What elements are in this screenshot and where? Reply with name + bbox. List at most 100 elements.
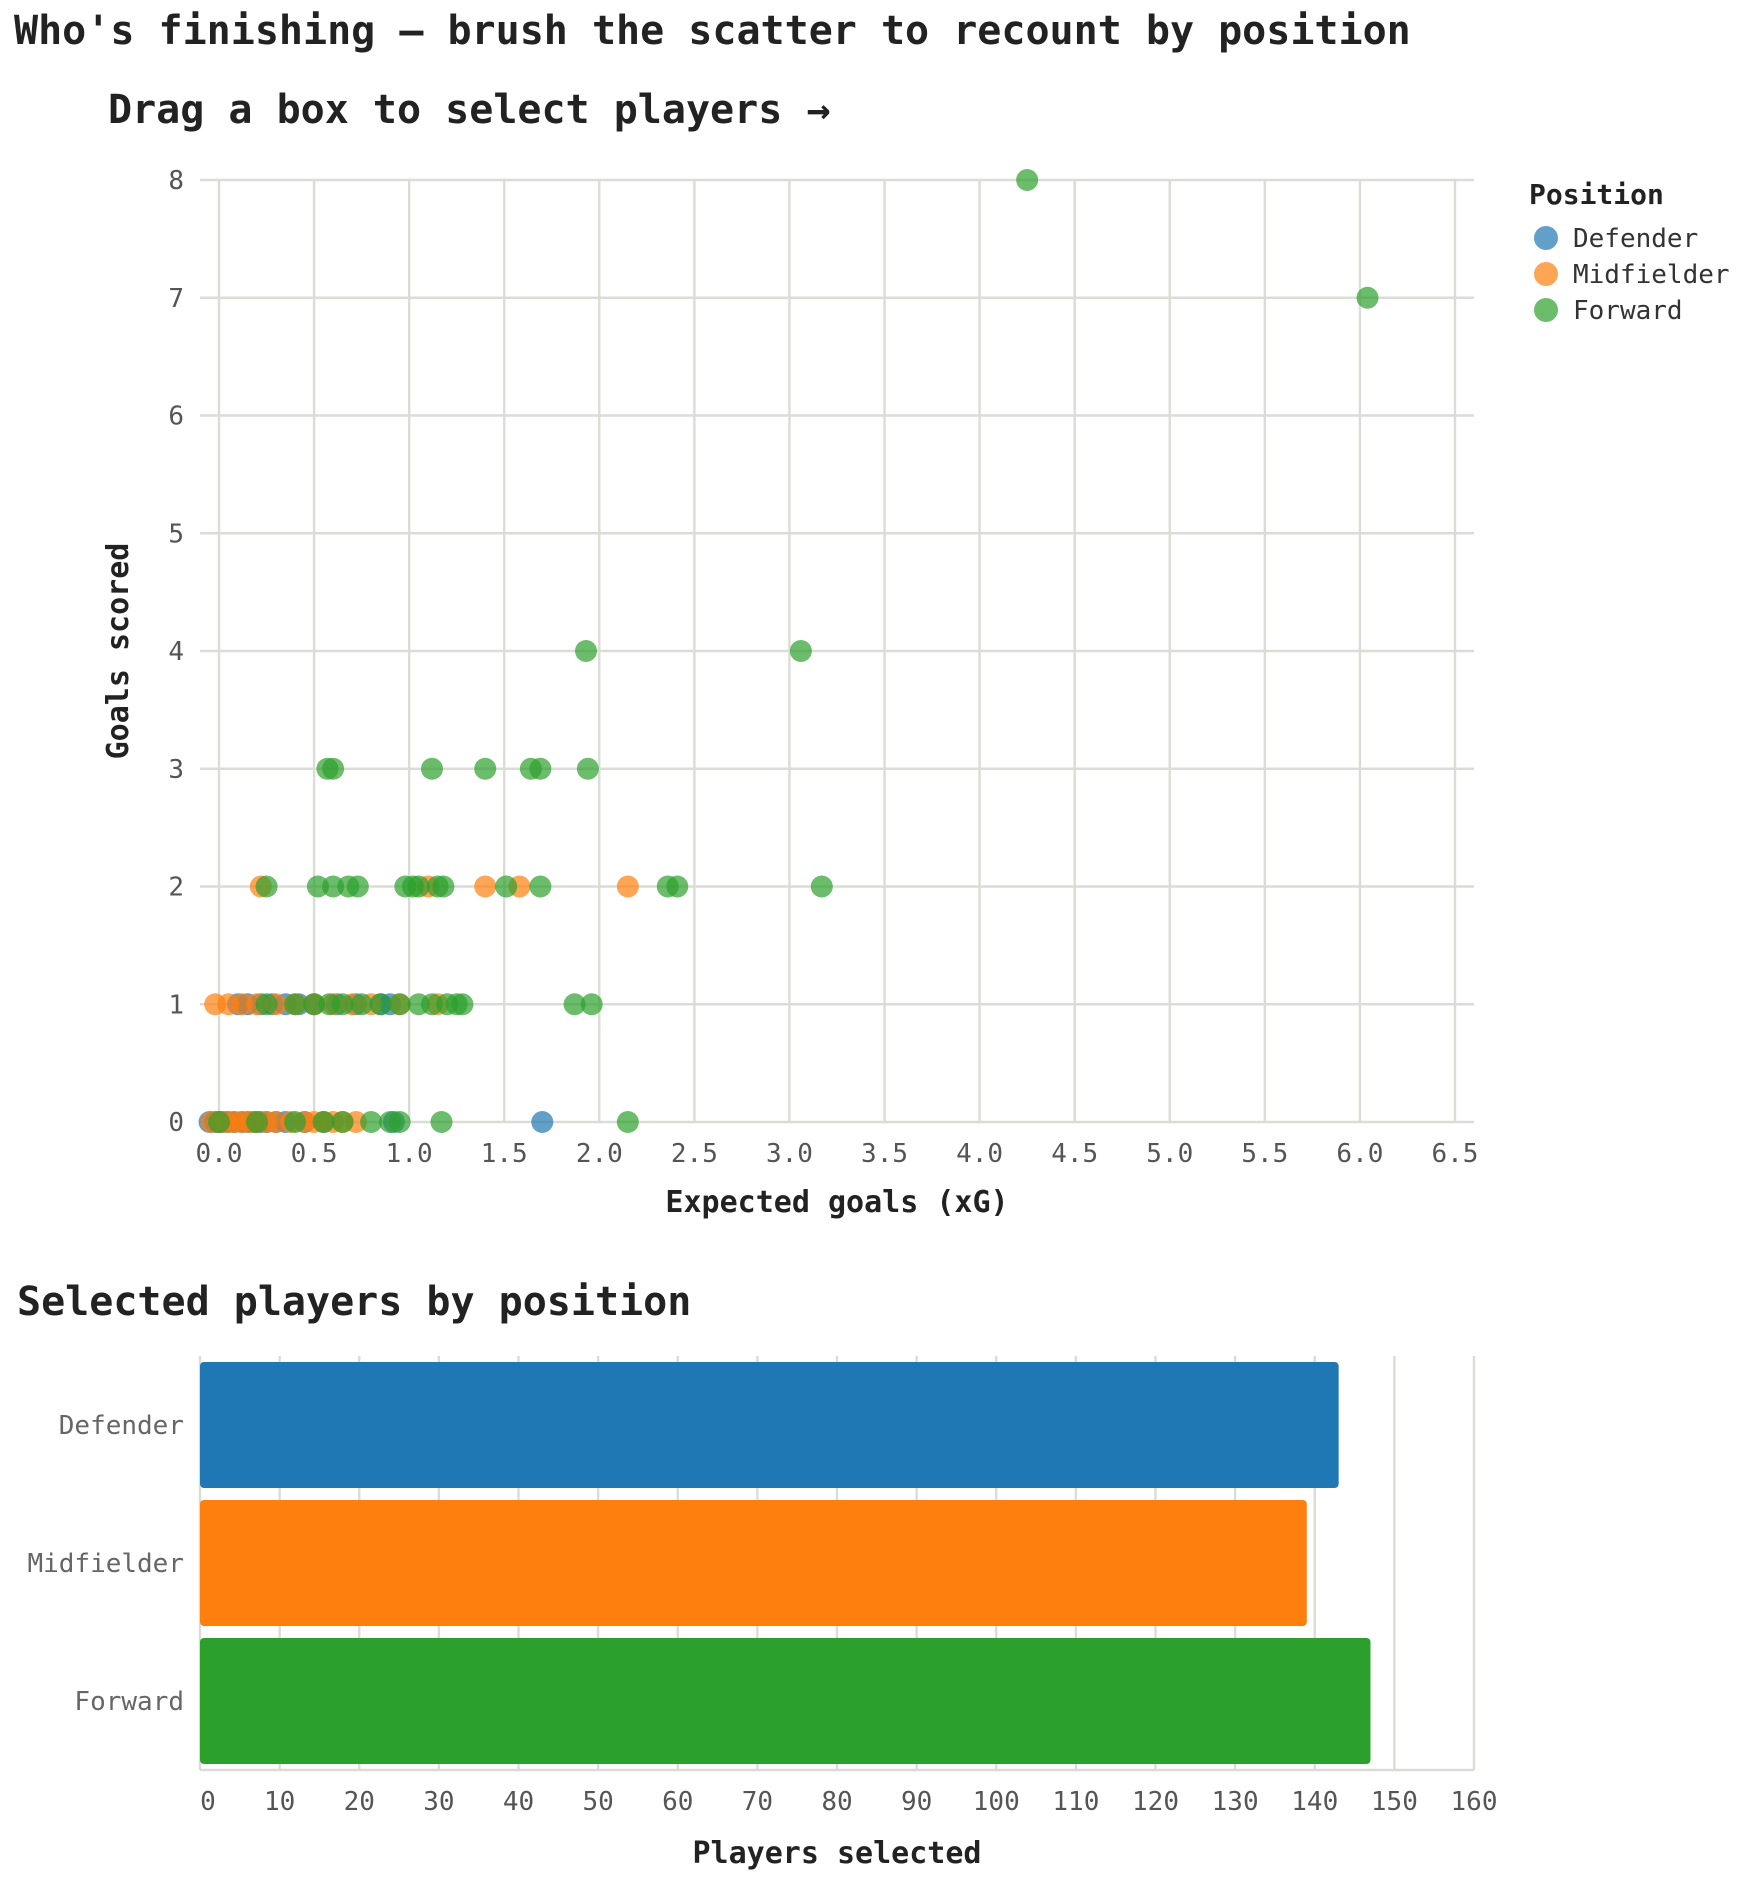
scatter-point-forward[interactable] <box>451 993 474 1016</box>
scatter-point-defender[interactable] <box>531 1111 554 1133</box>
scatter-point-forward[interactable] <box>1356 286 1379 309</box>
scatter-point-midfielder[interactable] <box>230 993 253 1016</box>
scatter-point-forward[interactable] <box>563 993 586 1016</box>
bar-category-label: Forward <box>74 1687 184 1717</box>
bar-x-tick-label: 140 <box>1291 1787 1338 1817</box>
bar-midfielder[interactable] <box>200 1500 1307 1626</box>
scatter-point-forward[interactable] <box>420 757 443 780</box>
scatter-point-forward[interactable] <box>1016 169 1039 191</box>
scatter-x-tick-label: 4.5 <box>1051 1139 1098 1169</box>
scatter-y-tick-label: 2 <box>168 873 184 903</box>
scatter-point-forward[interactable] <box>331 993 354 1016</box>
bar-x-tick-label: 20 <box>344 1787 375 1817</box>
scatter-y-tick-label: 8 <box>168 166 184 196</box>
scatter-x-tick-label: 1.0 <box>386 1139 433 1169</box>
scatter-point-forward[interactable] <box>369 993 392 1016</box>
scatter-point-forward[interactable] <box>322 875 345 898</box>
legend-swatch-forward <box>1534 298 1558 322</box>
scatter-point-forward[interactable] <box>580 993 603 1016</box>
scatter-point-forward[interactable] <box>388 993 411 1016</box>
scatter-y-tick-label: 1 <box>168 990 184 1020</box>
bar-x-tick-label: 110 <box>1052 1787 1099 1817</box>
scatter-point-forward[interactable] <box>420 993 443 1016</box>
bar-x-tick-label: 100 <box>973 1787 1020 1817</box>
bar-chart-title: Selected players by position <box>17 1279 691 1325</box>
scatter-x-axis-title: Expected goals (xG) <box>665 1185 1008 1220</box>
scatter-x-tick-label: 5.0 <box>1146 1139 1193 1169</box>
scatter-point-midfielder[interactable] <box>474 875 497 898</box>
scatter-x-tick-label: 3.5 <box>861 1139 908 1169</box>
scatter-gridlines <box>200 178 1474 1124</box>
scatter-point-forward[interactable] <box>495 875 518 898</box>
scatter-points[interactable] <box>198 169 1379 1133</box>
scatter-point-forward[interactable] <box>322 757 345 780</box>
bar-x-tick-label: 160 <box>1451 1787 1498 1817</box>
scatter-y-tick-label: 6 <box>168 402 184 432</box>
scatter-point-forward[interactable] <box>430 1111 453 1133</box>
position-legend: Position Defender Midfielder Forward <box>1529 178 1730 326</box>
scatter-point-forward[interactable] <box>407 875 430 898</box>
bar-forward[interactable] <box>200 1638 1371 1764</box>
scatter-point-forward[interactable] <box>529 757 552 780</box>
scatter-point-forward[interactable] <box>284 993 307 1016</box>
bar-x-tick-label: 0 <box>200 1787 216 1817</box>
scatter-point-forward[interactable] <box>388 1111 411 1133</box>
scatter-point-forward[interactable] <box>312 1111 335 1133</box>
legend-label-forward: Forward <box>1573 296 1683 326</box>
scatter-y-tick-label: 3 <box>168 755 184 785</box>
bar-x-tick-label: 40 <box>503 1787 534 1817</box>
scatter-x-tick-label: 0.0 <box>196 1139 243 1169</box>
scatter-point-midfielder[interactable] <box>616 875 639 898</box>
scatter-x-tick-label: 4.0 <box>956 1139 1003 1169</box>
scatter-x-tick-label: 6.0 <box>1336 1139 1383 1169</box>
scatter-point-forward[interactable] <box>346 875 369 898</box>
scatter-y-tick-label: 7 <box>168 284 184 314</box>
scatter-x-tick-label: 2.5 <box>671 1139 718 1169</box>
legend-title: Position <box>1529 178 1664 211</box>
scatter-point-forward[interactable] <box>360 1111 383 1133</box>
scatter-point-forward[interactable] <box>284 1111 307 1133</box>
scatter-y-tick-label: 5 <box>168 519 184 549</box>
scatter-x-tick-label: 0.5 <box>291 1139 338 1169</box>
scatter-point-forward[interactable] <box>246 1111 269 1133</box>
scatter-point-forward[interactable] <box>789 640 812 662</box>
page-title: Who's finishing — brush the scatter to r… <box>14 8 1411 54</box>
bar-x-tick-label: 10 <box>264 1787 295 1817</box>
scatter-point-forward[interactable] <box>432 875 455 898</box>
scatter-point-forward[interactable] <box>810 875 833 898</box>
scatter-point-forward[interactable] <box>575 640 598 662</box>
scatter-point-forward[interactable] <box>350 993 373 1016</box>
scatter-point-forward[interactable] <box>306 875 329 898</box>
bar-marks[interactable] <box>200 1362 1371 1764</box>
scatter-point-forward[interactable] <box>616 1111 639 1133</box>
scatter-point-forward[interactable] <box>576 757 599 780</box>
bar-x-tick-label: 60 <box>662 1787 693 1817</box>
scatter-point-forward[interactable] <box>255 875 278 898</box>
scatter-point-forward[interactable] <box>208 1111 231 1133</box>
bar-tick-labels: 0 10 20 30 40 50 60 70 80 90 100 110 120 130 140 150 160… <box>27 1411 1497 1817</box>
scatter-point-forward[interactable] <box>529 875 552 898</box>
bar-x-axis-title: Players selected <box>693 1836 982 1871</box>
scatter-point-midfielder[interactable] <box>265 1111 288 1133</box>
bar-defender[interactable] <box>200 1362 1339 1488</box>
bar-x-tick-label: 80 <box>821 1787 852 1817</box>
scatter-x-tick-label: 6.5 <box>1432 1139 1479 1169</box>
scatter-y-axis-title: Goals scored <box>101 543 136 760</box>
legend-swatch-midfielder <box>1534 262 1558 286</box>
scatter-x-tick-label: 1.5 <box>481 1139 528 1169</box>
scatter-point-forward[interactable] <box>255 993 278 1016</box>
bar-x-tick-label: 130 <box>1212 1787 1259 1817</box>
scatter-y-tick-label: 4 <box>168 637 184 667</box>
scatter-point-forward[interactable] <box>666 875 689 898</box>
brush-instruction: Drag a box to select players → <box>108 87 830 133</box>
legend-swatch-defender <box>1534 226 1558 250</box>
bar-x-tick-label: 150 <box>1371 1787 1418 1817</box>
scatter-point-forward[interactable] <box>331 1111 354 1133</box>
scatter-point-forward[interactable] <box>303 993 326 1016</box>
scatter-brush-area[interactable] <box>200 180 1474 1122</box>
scatter-point-forward[interactable] <box>474 757 497 780</box>
scatter-x-tick-label: 5.5 <box>1241 1139 1288 1169</box>
scatter-y-tick-label: 0 <box>168 1108 184 1138</box>
bar-category-label: Midfielder <box>27 1549 184 1579</box>
